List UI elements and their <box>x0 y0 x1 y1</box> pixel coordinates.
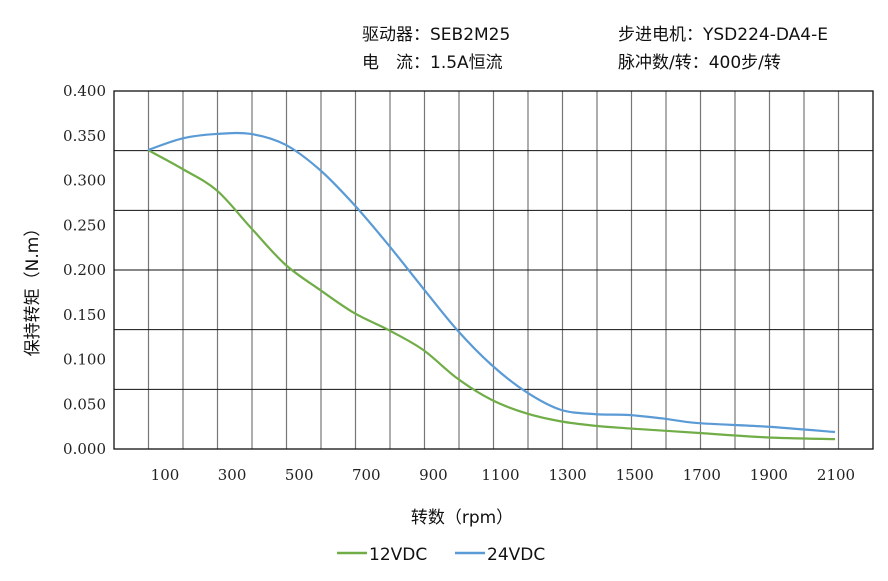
x-tick-label: 700 <box>352 466 381 484</box>
y-tick-label: 0.150 <box>63 306 106 324</box>
series-line-12VDC <box>147 149 836 441</box>
x-tick-label: 1300 <box>549 466 587 484</box>
x-tick-label: 900 <box>419 466 448 484</box>
x-tick-label: 1700 <box>683 466 721 484</box>
x-tick-label: 1900 <box>750 466 788 484</box>
y-tick-label: 0.250 <box>63 216 106 234</box>
driver-label: 驱动器：SEB2M25 <box>362 25 511 45</box>
legend-label-24VDC: 24VDC <box>487 545 545 565</box>
x-tick-label: 100 <box>151 466 180 484</box>
x-axis-label: 转数（rpm） <box>411 508 513 528</box>
y-tick-label: 0.100 <box>63 351 106 369</box>
motor-label: 步进电机：YSD224-DA4-E <box>618 25 828 45</box>
x-tick-label: 500 <box>285 466 314 484</box>
legend-label-12VDC: 12VDC <box>369 545 427 565</box>
x-tick-label: 2100 <box>817 466 855 484</box>
pulses-label: 脉冲数/转：400步/转 <box>618 53 781 73</box>
y-tick-label: 0.000 <box>63 440 106 458</box>
current-label: 电 流：1.5A恒流 <box>362 53 503 73</box>
y-tick-label: 0.200 <box>63 261 106 279</box>
plot-border <box>113 90 874 450</box>
y-tick-label: 0.400 <box>63 82 106 100</box>
x-tick-label: 300 <box>218 466 247 484</box>
y-tick-label: 0.350 <box>63 127 106 145</box>
y-tick-label: 0.050 <box>63 395 106 413</box>
x-tick-label: 1500 <box>616 466 654 484</box>
series-line-24VDC <box>147 131 836 434</box>
y-axis-label: 保持转矩（N.m） <box>23 220 43 357</box>
x-tick-label: 1100 <box>481 466 519 484</box>
y-tick-label: 0.300 <box>63 172 106 190</box>
